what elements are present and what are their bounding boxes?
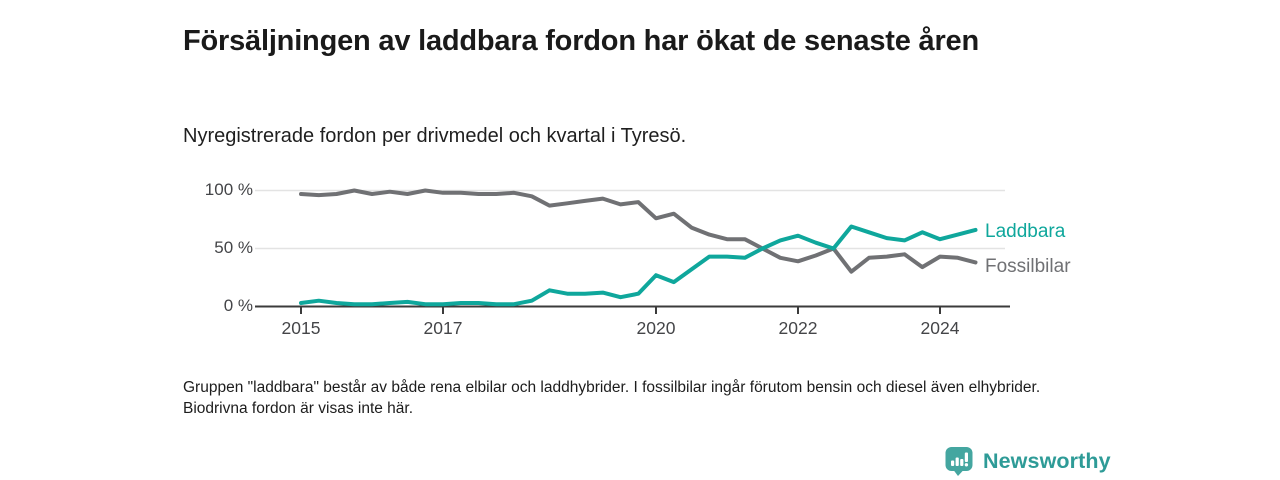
chart-subtitle: Nyregistrerade fordon per drivmedel och … <box>183 125 687 147</box>
x-axis-label-2015: 2015 <box>281 318 321 338</box>
legend-laddbara: Laddbara <box>985 221 1066 242</box>
y-axis-label-50: 50 % <box>214 238 253 257</box>
x-axis-label-2022: 2022 <box>778 318 818 338</box>
series-line-fossilbilar <box>299 188 978 274</box>
chart-footnote: Gruppen "laddbara" består av både rena e… <box>183 379 1041 417</box>
newsworthy-logo-text: Newsworthy <box>983 449 1111 473</box>
x-axis-label-2024: 2024 <box>920 318 960 338</box>
y-axis-label-0: 0 % <box>223 296 253 315</box>
x-axis-label-2020: 2020 <box>636 318 676 338</box>
newsworthy-bar-chart-bubble-icon <box>945 447 973 476</box>
series-line-laddbara <box>299 224 978 307</box>
y-axis-label-100: 100 % <box>204 180 253 199</box>
newsworthy-logo: Newsworthy <box>944 446 1111 477</box>
legend-fossilbilar: Fossilbilar <box>985 256 1071 277</box>
x-axis-label-2017: 2017 <box>423 318 463 338</box>
chart-title: Försäljningen av laddbara fordon har öka… <box>183 25 979 58</box>
